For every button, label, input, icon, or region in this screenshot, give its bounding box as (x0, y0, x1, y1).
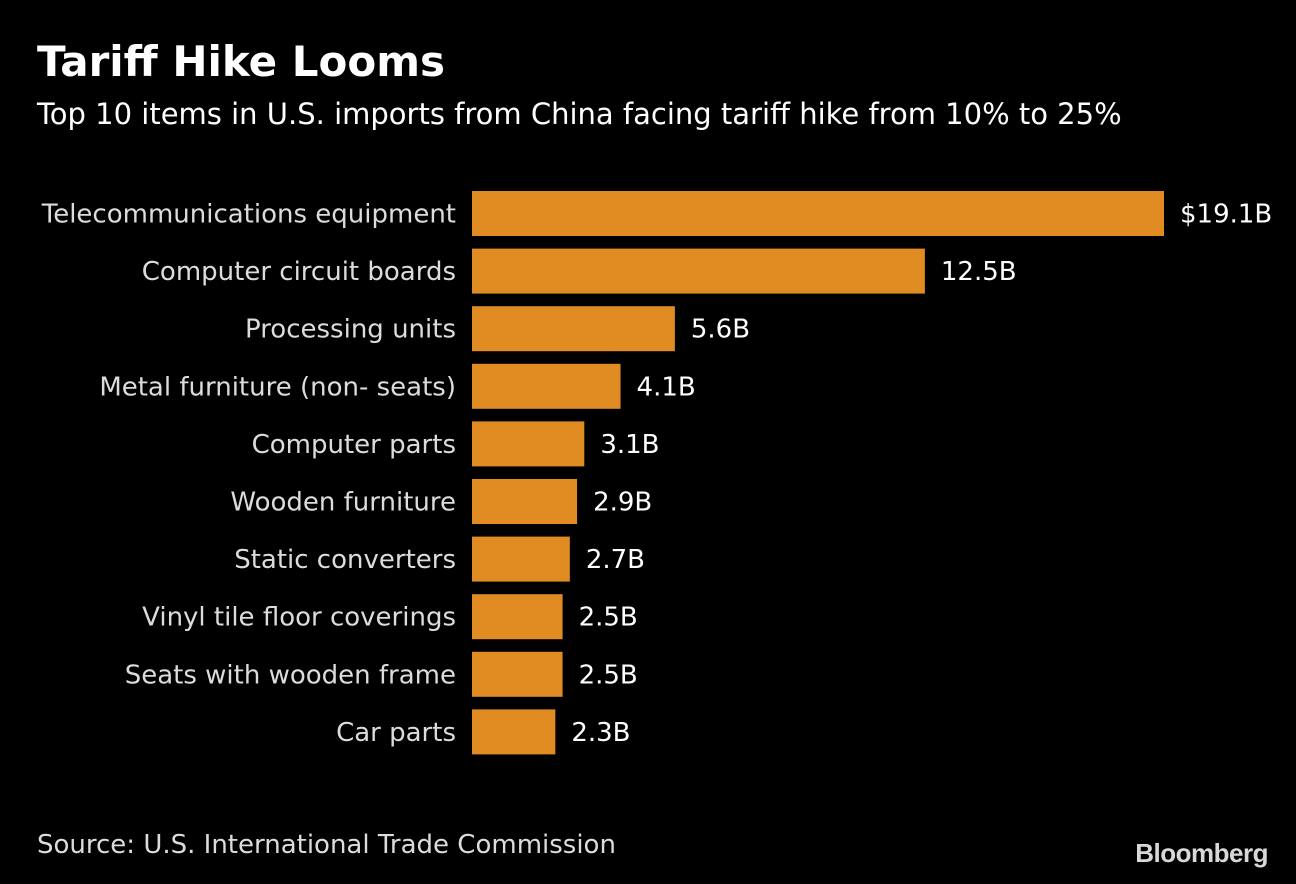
value-label: 4.1B (637, 372, 696, 402)
category-label: Telecommunications equipment (41, 200, 456, 230)
value-label: 2.3B (571, 718, 630, 748)
bar-chart: Telecommunications equipment $19.1B Comput… (41, 191, 1272, 755)
bar (472, 191, 1164, 236)
bloomberg-logo: Bloomberg (1135, 838, 1268, 868)
bar (472, 594, 563, 640)
bar (472, 479, 578, 524)
value-label: 2.9B (593, 488, 652, 518)
category-label: Metal furniture (non- seats) (99, 372, 456, 402)
chart-subtitle: Top 10 items in U.S. imports from China … (37, 97, 1122, 131)
category-label: Vinyl tile floor coverings (142, 603, 456, 633)
category-label: Processing units (245, 315, 456, 345)
bar (472, 709, 556, 755)
value-label: 2.7B (586, 545, 645, 575)
bar (472, 248, 925, 294)
category-label: Wooden furniture (230, 488, 456, 518)
value-label: 5.6B (691, 315, 750, 345)
value-label: 2.5B (579, 660, 638, 690)
value-label: $19.1B (1180, 200, 1272, 230)
bar (472, 651, 563, 697)
value-label: 3.1B (600, 430, 659, 460)
bar (472, 363, 621, 409)
category-label: Car parts (336, 718, 456, 748)
bar (472, 306, 675, 352)
value-label: 12.5B (941, 257, 1017, 287)
category-label: Seats with wooden frame (125, 660, 456, 690)
chart-title: Tariff Hike Looms (37, 37, 446, 86)
category-label: Computer parts (252, 430, 456, 460)
value-label: 2.5B (579, 603, 638, 633)
category-label: Static converters (234, 545, 456, 575)
source-note: Source: U.S. International Trade Commiss… (37, 830, 616, 860)
bar (472, 536, 570, 582)
category-label: Computer circuit boards (142, 257, 456, 287)
bar (472, 421, 585, 467)
